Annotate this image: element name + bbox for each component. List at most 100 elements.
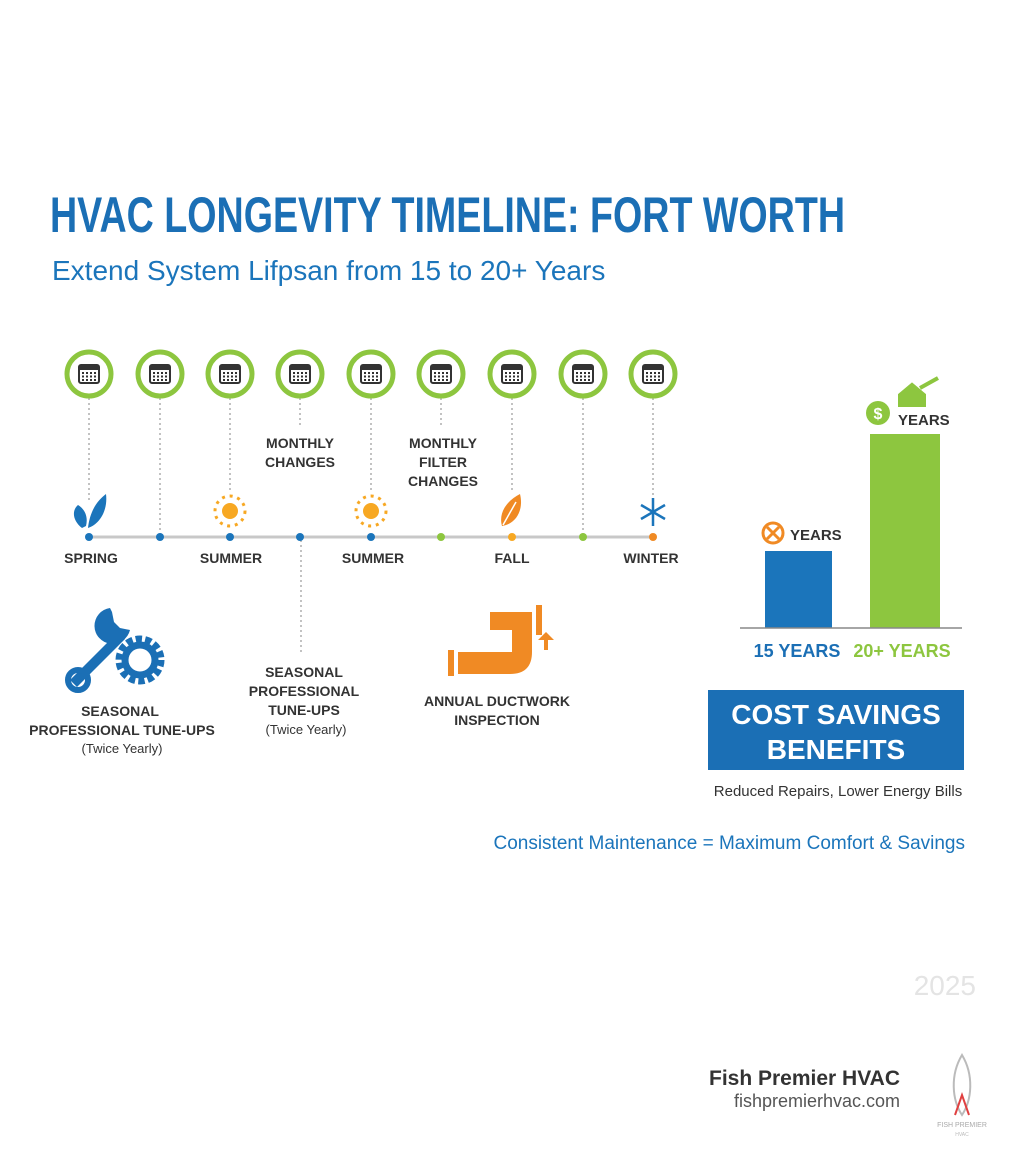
dollar-icon: $ bbox=[874, 406, 883, 423]
calendar-day bbox=[442, 379, 444, 381]
calendar-day bbox=[654, 379, 656, 381]
calendar-ring bbox=[205, 349, 255, 399]
calendar-day bbox=[293, 375, 295, 378]
calendar-ring bbox=[64, 349, 114, 399]
calendar-day bbox=[227, 372, 229, 374]
calendar-day bbox=[509, 372, 511, 374]
calendar-day bbox=[446, 375, 448, 378]
calendar-day bbox=[434, 375, 436, 378]
calendar-day bbox=[372, 372, 374, 374]
calendar-day bbox=[372, 375, 374, 378]
title: HVAC LONGEVITY TIMELINE: FORT WORTH bbox=[50, 187, 845, 243]
calendar-day bbox=[368, 372, 370, 374]
calendar-day bbox=[235, 372, 237, 374]
calendar-day bbox=[293, 379, 295, 381]
logo-text: FISH PREMIER bbox=[937, 1122, 987, 1129]
calendar-day bbox=[165, 375, 167, 378]
note: MONTHLY bbox=[409, 435, 478, 451]
calendar-day bbox=[94, 375, 96, 378]
calendar-day bbox=[376, 379, 378, 381]
calendar-day bbox=[576, 372, 578, 374]
calendar-day bbox=[446, 372, 448, 374]
summer-icon bbox=[213, 494, 247, 528]
calendar-ring bbox=[487, 349, 537, 399]
calendar-day bbox=[372, 379, 374, 381]
calendar-day bbox=[584, 375, 586, 378]
calendar-day bbox=[231, 379, 233, 381]
bar bbox=[765, 551, 832, 628]
calendar-day bbox=[517, 379, 519, 381]
calendar-day bbox=[646, 375, 648, 378]
timeline-dot bbox=[579, 533, 587, 541]
calendar-day bbox=[505, 379, 507, 381]
calendar-day bbox=[438, 379, 440, 381]
calendar-day bbox=[90, 372, 92, 374]
benefits-title: BENEFITS bbox=[767, 734, 905, 765]
note: FILTER bbox=[419, 454, 467, 470]
calendar-day bbox=[576, 375, 578, 378]
bar-top-label: YEARS bbox=[790, 527, 842, 544]
task: PROFESSIONAL bbox=[249, 683, 360, 699]
calendar-day bbox=[650, 379, 652, 381]
bar-top-label: YEARS bbox=[898, 412, 950, 429]
calendar-day bbox=[153, 379, 155, 381]
dollar-icon bbox=[866, 401, 890, 425]
url: fishpremierhvac.com bbox=[734, 1091, 900, 1111]
logo bbox=[954, 1091, 970, 1116]
calendar-day bbox=[157, 372, 159, 374]
calendar-icon bbox=[79, 365, 99, 370]
calendar-ring bbox=[628, 349, 678, 399]
season-label: SUMMER bbox=[200, 550, 262, 566]
calendar-day bbox=[580, 375, 582, 378]
calendar-day bbox=[509, 375, 511, 378]
calendar-day bbox=[584, 379, 586, 381]
calendar-icons bbox=[64, 349, 678, 537]
timeline-dot bbox=[437, 533, 445, 541]
subtitle: Extend System Lifpsan from 15 to 20+ Yea… bbox=[52, 255, 605, 286]
calendar-day bbox=[157, 375, 159, 378]
calendar-day bbox=[227, 379, 229, 381]
calendar-day bbox=[509, 379, 511, 381]
calendar-icon bbox=[220, 365, 240, 370]
calendar-day bbox=[442, 375, 444, 378]
calendar-day bbox=[658, 375, 660, 378]
summer-icon bbox=[354, 494, 388, 528]
calendar-day bbox=[658, 372, 660, 374]
calendar-day bbox=[588, 375, 590, 378]
calendar-day bbox=[438, 375, 440, 378]
calendar-day bbox=[376, 372, 378, 374]
calendar-day bbox=[368, 375, 370, 378]
calendar-day bbox=[153, 375, 155, 378]
calendar-day bbox=[153, 372, 155, 374]
season-label: SPRING bbox=[64, 550, 118, 566]
calendar-day bbox=[364, 379, 366, 381]
calendar-day bbox=[446, 379, 448, 381]
x-icon bbox=[761, 521, 785, 545]
calendar-day bbox=[513, 372, 515, 374]
calendar-day bbox=[376, 375, 378, 378]
note: CHANGES bbox=[408, 473, 478, 489]
calendar-day bbox=[94, 372, 96, 374]
calendar-day bbox=[584, 372, 586, 374]
season-label: FALL bbox=[495, 550, 530, 566]
calendar-ring bbox=[346, 349, 396, 399]
calendar-day bbox=[223, 379, 225, 381]
calendar-day bbox=[654, 372, 656, 374]
logo-text: HVAC bbox=[955, 1132, 969, 1138]
winter-icon bbox=[640, 498, 666, 526]
timeline-dot bbox=[226, 533, 234, 541]
calendar-day bbox=[235, 379, 237, 381]
timeline-dot bbox=[296, 533, 304, 541]
calendar-day bbox=[82, 372, 84, 374]
note: CHANGES bbox=[265, 454, 335, 470]
calendar-day bbox=[161, 379, 163, 381]
calendar-day bbox=[165, 372, 167, 374]
timeline-dot bbox=[156, 533, 164, 541]
calendar-day bbox=[94, 379, 96, 381]
calendar-day bbox=[161, 375, 163, 378]
calendar-day bbox=[517, 372, 519, 374]
task: SEASONAL bbox=[81, 703, 159, 719]
benefits-title: COST SAVINGS bbox=[731, 699, 941, 730]
calendar-day bbox=[227, 375, 229, 378]
calendar-day bbox=[231, 375, 233, 378]
